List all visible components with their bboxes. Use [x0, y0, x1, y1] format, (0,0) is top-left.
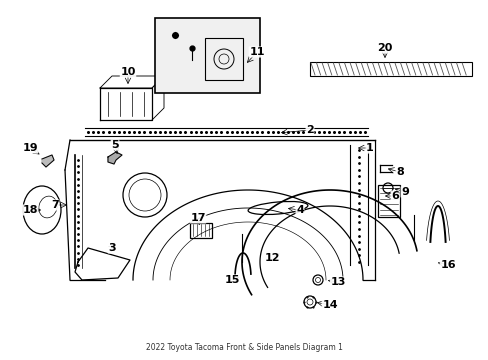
Text: 3: 3 — [108, 243, 116, 253]
Text: 14: 14 — [322, 300, 337, 310]
Text: 17: 17 — [190, 213, 205, 223]
FancyBboxPatch shape — [155, 18, 260, 93]
Text: 4: 4 — [295, 205, 304, 215]
Text: 20: 20 — [377, 43, 392, 53]
Text: 7: 7 — [51, 200, 59, 210]
Text: 12: 12 — [264, 253, 279, 263]
Text: 5: 5 — [111, 140, 119, 150]
Polygon shape — [42, 155, 54, 167]
Text: 15: 15 — [224, 275, 239, 285]
Text: 1: 1 — [366, 143, 373, 153]
Text: 2: 2 — [305, 125, 313, 135]
Text: 8: 8 — [395, 167, 403, 177]
Text: 10: 10 — [120, 67, 135, 77]
Polygon shape — [108, 152, 122, 164]
Text: 2022 Toyota Tacoma Front & Side Panels Diagram 1: 2022 Toyota Tacoma Front & Side Panels D… — [146, 342, 342, 351]
Text: 6: 6 — [390, 191, 398, 201]
Text: 11: 11 — [249, 47, 264, 57]
Text: 9: 9 — [400, 187, 408, 197]
Text: 13: 13 — [329, 277, 345, 287]
Text: 18: 18 — [22, 205, 38, 215]
Text: 19: 19 — [22, 143, 38, 153]
Text: 16: 16 — [439, 260, 455, 270]
